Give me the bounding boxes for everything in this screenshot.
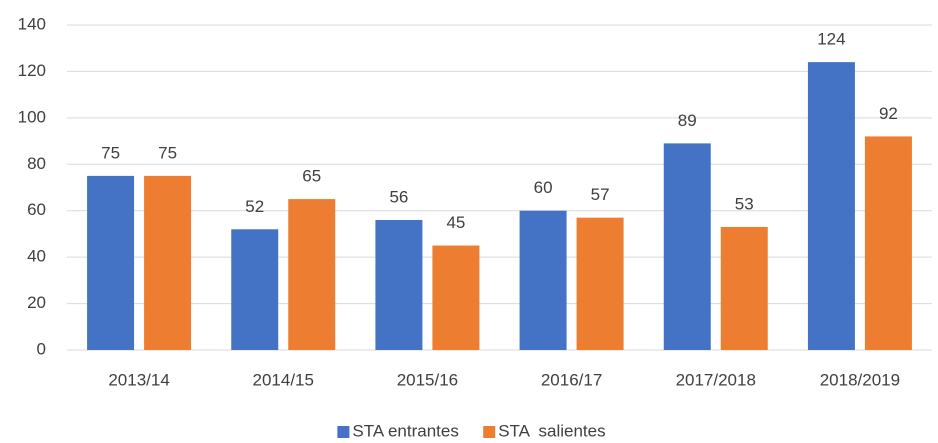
x-tick-label: 2015/16 (397, 370, 458, 389)
legend-label: STA salientes (498, 421, 605, 440)
bar (87, 175, 135, 350)
data-label: 52 (245, 197, 264, 216)
y-tick-label: 0 (37, 339, 46, 358)
x-tick-label: 2017/2018 (676, 370, 756, 389)
data-label: 89 (678, 111, 697, 130)
y-tick-label: 40 (27, 247, 46, 266)
x-tick-label: 2013/14 (108, 370, 169, 389)
data-label: 75 (101, 143, 120, 162)
data-label: 57 (591, 185, 610, 204)
data-label: 53 (735, 194, 754, 213)
y-tick-label: 20 (27, 293, 46, 312)
data-label: 60 (534, 178, 553, 197)
x-tick-label: 2014/15 (253, 370, 314, 389)
y-tick-label: 140 (18, 14, 46, 33)
legend-swatch (337, 426, 350, 438)
legend-label: STA entrantes (352, 421, 458, 440)
data-label: 92 (879, 104, 898, 123)
bar (432, 245, 480, 350)
data-label: 124 (817, 30, 845, 49)
y-tick-label: 100 (18, 107, 46, 126)
data-label: 65 (302, 167, 321, 186)
bar (231, 229, 279, 350)
x-tick-label: 2018/2019 (820, 370, 900, 389)
bar (288, 199, 336, 350)
data-label: 75 (158, 143, 177, 162)
bar (375, 220, 423, 350)
bar (807, 62, 855, 351)
bar (720, 226, 768, 350)
bar (576, 217, 624, 350)
y-tick-label: 80 (27, 154, 46, 173)
bar (864, 136, 912, 350)
bar (519, 210, 567, 350)
y-tick-label: 120 (18, 61, 46, 80)
data-label: 45 (446, 213, 465, 232)
bar (144, 175, 192, 350)
legend-swatch (483, 426, 496, 438)
x-tick-label: 2016/17 (541, 370, 602, 389)
bar (663, 143, 711, 350)
data-label: 56 (389, 187, 408, 206)
y-tick-label: 60 (27, 200, 46, 219)
